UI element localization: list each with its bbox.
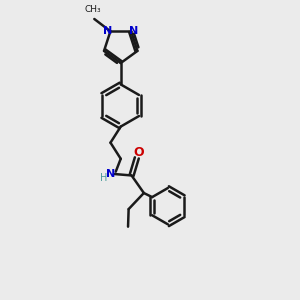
Text: N: N — [106, 169, 115, 179]
Text: CH₃: CH₃ — [85, 5, 101, 14]
Text: O: O — [133, 146, 144, 159]
Text: N: N — [129, 26, 138, 36]
Text: H: H — [100, 172, 108, 182]
Text: N: N — [103, 26, 113, 36]
